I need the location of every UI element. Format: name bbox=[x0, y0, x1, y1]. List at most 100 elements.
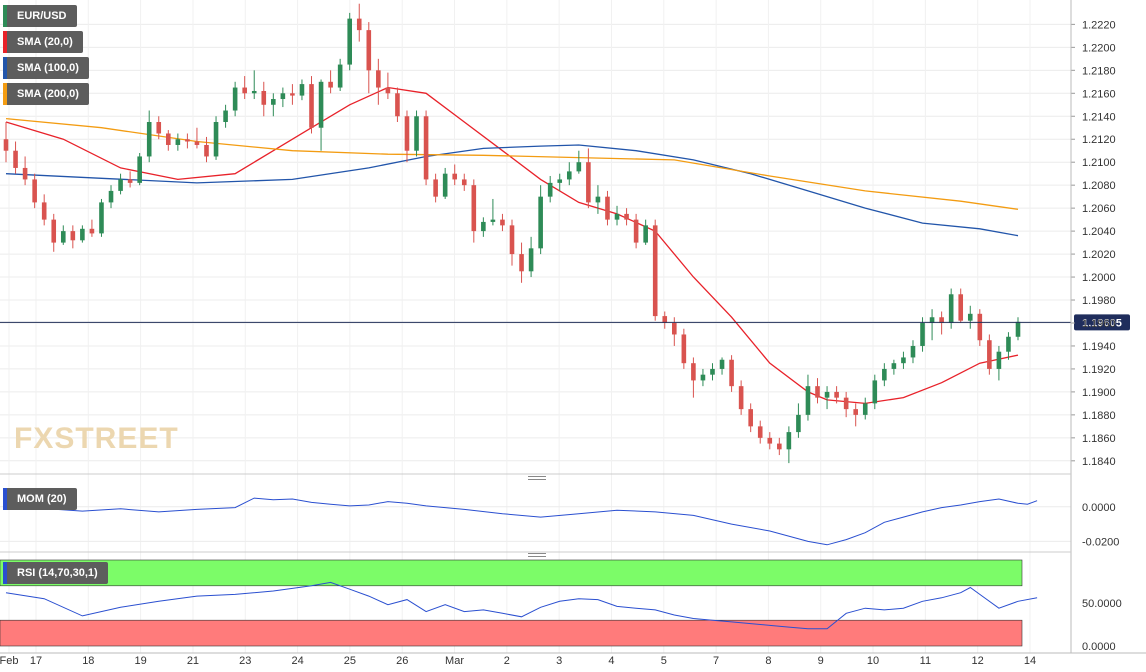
candle-body bbox=[920, 322, 925, 346]
x-tick-label: 17 bbox=[30, 655, 42, 667]
candle-body bbox=[127, 179, 133, 183]
legend-swatch bbox=[3, 5, 7, 27]
candle-body bbox=[213, 122, 219, 157]
candle-body bbox=[719, 359, 725, 369]
candle-body bbox=[404, 116, 410, 151]
candle-body bbox=[891, 363, 897, 369]
candle-body bbox=[824, 391, 830, 398]
candle-body bbox=[271, 99, 276, 105]
x-tick-label: 14 bbox=[1024, 655, 1036, 667]
rsi-label-text: RSI (14,70,30,1) bbox=[17, 567, 98, 579]
candle-body bbox=[299, 84, 305, 96]
x-tick-label: Mar bbox=[445, 655, 464, 667]
rsi-indicator bbox=[0, 559, 1038, 647]
watermark: FXSTREET bbox=[14, 422, 179, 455]
price-tag-bg bbox=[1074, 314, 1130, 331]
legend-swatch bbox=[3, 57, 7, 79]
candle-body bbox=[395, 93, 400, 117]
legend-item: SMA (200,0) bbox=[3, 83, 89, 105]
candle-body bbox=[710, 368, 715, 375]
x-tick-label: 25 bbox=[344, 655, 356, 667]
candle-body bbox=[442, 173, 448, 197]
candle-body bbox=[853, 409, 858, 415]
candle-body bbox=[60, 231, 66, 243]
candle-body bbox=[509, 225, 515, 255]
mom-tick-label: 0.0000 bbox=[1082, 502, 1116, 514]
candle-body bbox=[672, 322, 677, 335]
legend-item: EUR/USD bbox=[3, 5, 77, 27]
price-tick-label: 1.2200 bbox=[1082, 42, 1116, 54]
candle-body bbox=[595, 196, 601, 203]
x-tick-label: 21 bbox=[187, 655, 199, 667]
price-tag-label: 1.19605 bbox=[1082, 317, 1122, 329]
x-tick-label: 2 bbox=[504, 655, 510, 667]
candle-body bbox=[996, 351, 1002, 369]
candle-body bbox=[777, 443, 782, 450]
price-tick-label: 1.1840 bbox=[1082, 456, 1116, 468]
price-tick-label: 1.2000 bbox=[1082, 272, 1116, 284]
candle-body bbox=[805, 386, 811, 415]
price-tick-label: 1.2220 bbox=[1082, 19, 1116, 31]
pane-splitter-grip bbox=[528, 476, 546, 477]
candle-body bbox=[958, 294, 964, 321]
mom-tick-label: -0.0200 bbox=[1082, 536, 1119, 548]
candle-body bbox=[194, 141, 200, 145]
candle-body bbox=[423, 116, 429, 180]
candle-body bbox=[547, 182, 553, 197]
candle-body bbox=[738, 386, 744, 410]
candle-body bbox=[652, 225, 658, 317]
candle-body bbox=[175, 139, 181, 145]
price-tick-label: 1.2180 bbox=[1082, 65, 1116, 77]
rsi-overbought-zone bbox=[0, 559, 1023, 587]
candle-body bbox=[471, 185, 477, 232]
pane-splitter-grip bbox=[528, 479, 546, 480]
mom-pane-bg bbox=[0, 480, 1071, 552]
candle-body bbox=[862, 403, 868, 415]
rsi-swatch bbox=[3, 562, 7, 584]
price-tick-label: 1.1860 bbox=[1082, 433, 1116, 445]
candle-body bbox=[815, 386, 820, 398]
price-tick-label: 1.2080 bbox=[1082, 180, 1116, 192]
mom-swatch bbox=[3, 488, 7, 510]
candle-body bbox=[51, 219, 57, 243]
candle-body bbox=[633, 219, 639, 243]
candle-body bbox=[318, 81, 324, 128]
candle-body bbox=[204, 144, 209, 157]
candle-body bbox=[662, 316, 668, 323]
candle-body bbox=[328, 81, 333, 88]
candle-body bbox=[557, 179, 563, 183]
last-price-line: 1.19605 bbox=[0, 314, 1130, 331]
x-tick-label: 9 bbox=[818, 655, 824, 667]
candle-body bbox=[643, 225, 648, 243]
price-tick-label: 1.2020 bbox=[1082, 249, 1116, 261]
x-tick-label: 12 bbox=[972, 655, 984, 667]
candle-body bbox=[41, 202, 47, 220]
x-tick-label: 23 bbox=[239, 655, 251, 667]
candle-body bbox=[356, 18, 362, 31]
candle-body bbox=[481, 221, 486, 232]
sma-line-2 bbox=[5, 117, 1019, 210]
rsi-line bbox=[5, 581, 1038, 630]
x-tick-label: 18 bbox=[82, 655, 94, 667]
price-tick-label: 1.2140 bbox=[1082, 111, 1116, 123]
rsi-tick-label: 0.0000 bbox=[1082, 641, 1116, 653]
candle-body bbox=[70, 231, 76, 241]
candle-body bbox=[748, 409, 753, 427]
rsi-tick-label: 50.0000 bbox=[1082, 598, 1122, 610]
candle-body bbox=[99, 202, 104, 234]
price-tick-label: 1.1880 bbox=[1082, 410, 1116, 422]
x-tick-label: 11 bbox=[920, 655, 931, 667]
candle-body bbox=[414, 116, 419, 151]
candle-body bbox=[80, 228, 85, 241]
pane-splitter-grip bbox=[528, 553, 546, 554]
candle-body bbox=[700, 374, 706, 381]
candle-body bbox=[843, 397, 849, 410]
candle-body bbox=[251, 90, 257, 94]
pane-splitter-grip bbox=[528, 556, 546, 557]
legend-swatch bbox=[3, 83, 7, 105]
candle-body bbox=[605, 196, 610, 220]
price-pane-bg bbox=[0, 0, 1071, 474]
candle-body bbox=[337, 64, 343, 88]
candle-body bbox=[280, 93, 286, 100]
